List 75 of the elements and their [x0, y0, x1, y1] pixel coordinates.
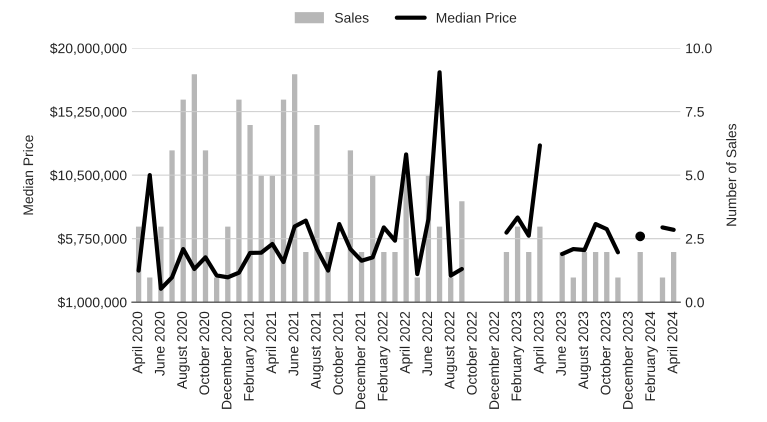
bar — [413, 276, 422, 302]
bar — [446, 276, 455, 302]
bar — [514, 225, 522, 302]
x-tick-label: August 2022 — [444, 312, 458, 390]
x-tick-label: December 2020 — [221, 312, 232, 409]
x-tick-label: October 2020 — [199, 312, 210, 395]
x-tick-label: December 2022 — [488, 312, 500, 409]
y-axis-title: Median Price — [23, 135, 34, 215]
x-tick-label: February 2023 — [511, 312, 524, 400]
bar — [436, 225, 444, 302]
bar — [390, 250, 400, 302]
y2-tick-label: 7.5 — [686, 107, 704, 117]
x-tick-label: October 2021 — [332, 312, 343, 395]
x-tick-label: August 2020 — [177, 312, 190, 390]
bar — [670, 250, 678, 302]
bar — [279, 98, 288, 302]
bar — [179, 98, 188, 302]
y-tick-label: $15,250,000 — [50, 106, 127, 118]
bar — [524, 250, 533, 302]
bar — [502, 250, 510, 302]
x-tick-label: August 2023 — [578, 312, 591, 390]
x-tick-label: February 2024 — [644, 312, 658, 400]
bar — [190, 72, 198, 302]
legend-label: Sales — [334, 12, 369, 23]
y-tick-label: $1,000,000 — [58, 296, 127, 309]
x-tick-label: February 2021 — [244, 312, 257, 400]
x-tick-label: December 2021 — [355, 312, 366, 409]
x-tick-label: October 2023 — [600, 312, 610, 395]
x-tick-label: April 2024 — [667, 312, 680, 374]
bar — [312, 124, 321, 302]
legend-label: Median Price — [436, 12, 516, 23]
bar — [268, 174, 276, 302]
bar — [558, 250, 566, 302]
bar — [302, 250, 310, 302]
y2-tick-label: 5.0 — [686, 170, 704, 180]
x-tick-label: June 2021 — [288, 312, 298, 376]
bar — [168, 149, 176, 302]
x-tick-label: June 2023 — [556, 312, 566, 376]
x-tick-label: April 2022 — [400, 312, 413, 374]
bar — [234, 98, 243, 302]
x-tick-label: August 2021 — [310, 312, 324, 390]
bar — [380, 250, 388, 302]
x-tick-label: December 2023 — [622, 312, 633, 409]
x-tick-label: June 2020 — [154, 312, 165, 376]
x-tick-label: April 2020 — [132, 312, 146, 374]
bar — [658, 276, 667, 302]
x-tick-label: February 2022 — [377, 312, 390, 400]
bar — [246, 124, 254, 302]
bar — [201, 149, 210, 302]
y2-tick-label: 0.0 — [686, 297, 704, 308]
y2-tick-label: 2.5 — [686, 234, 704, 244]
bar — [614, 276, 622, 302]
x-tick-label: April 2021 — [266, 312, 279, 374]
bar — [224, 225, 232, 302]
y-tick-label: $20,000,000 — [50, 42, 127, 55]
y-tick-label: $5,750,000 — [58, 233, 127, 246]
bar — [569, 276, 578, 302]
bar — [346, 149, 354, 302]
bar — [592, 250, 600, 302]
y2-axis-title: Number of Sales — [726, 124, 736, 226]
bar — [536, 225, 544, 302]
bar — [290, 72, 299, 302]
bar — [602, 250, 611, 302]
bar — [212, 276, 221, 302]
bar — [368, 174, 377, 302]
bar — [146, 276, 154, 302]
y2-tick-label: 10.0 — [686, 43, 712, 54]
y-tick-label: $10,500,000 — [50, 170, 127, 182]
bar — [636, 250, 644, 302]
x-tick-label: October 2022 — [466, 312, 477, 395]
bar — [458, 200, 466, 302]
bar — [580, 250, 589, 302]
x-tick-label: June 2022 — [422, 312, 432, 376]
x-tick-label: April 2023 — [533, 312, 546, 374]
bar — [257, 174, 266, 302]
